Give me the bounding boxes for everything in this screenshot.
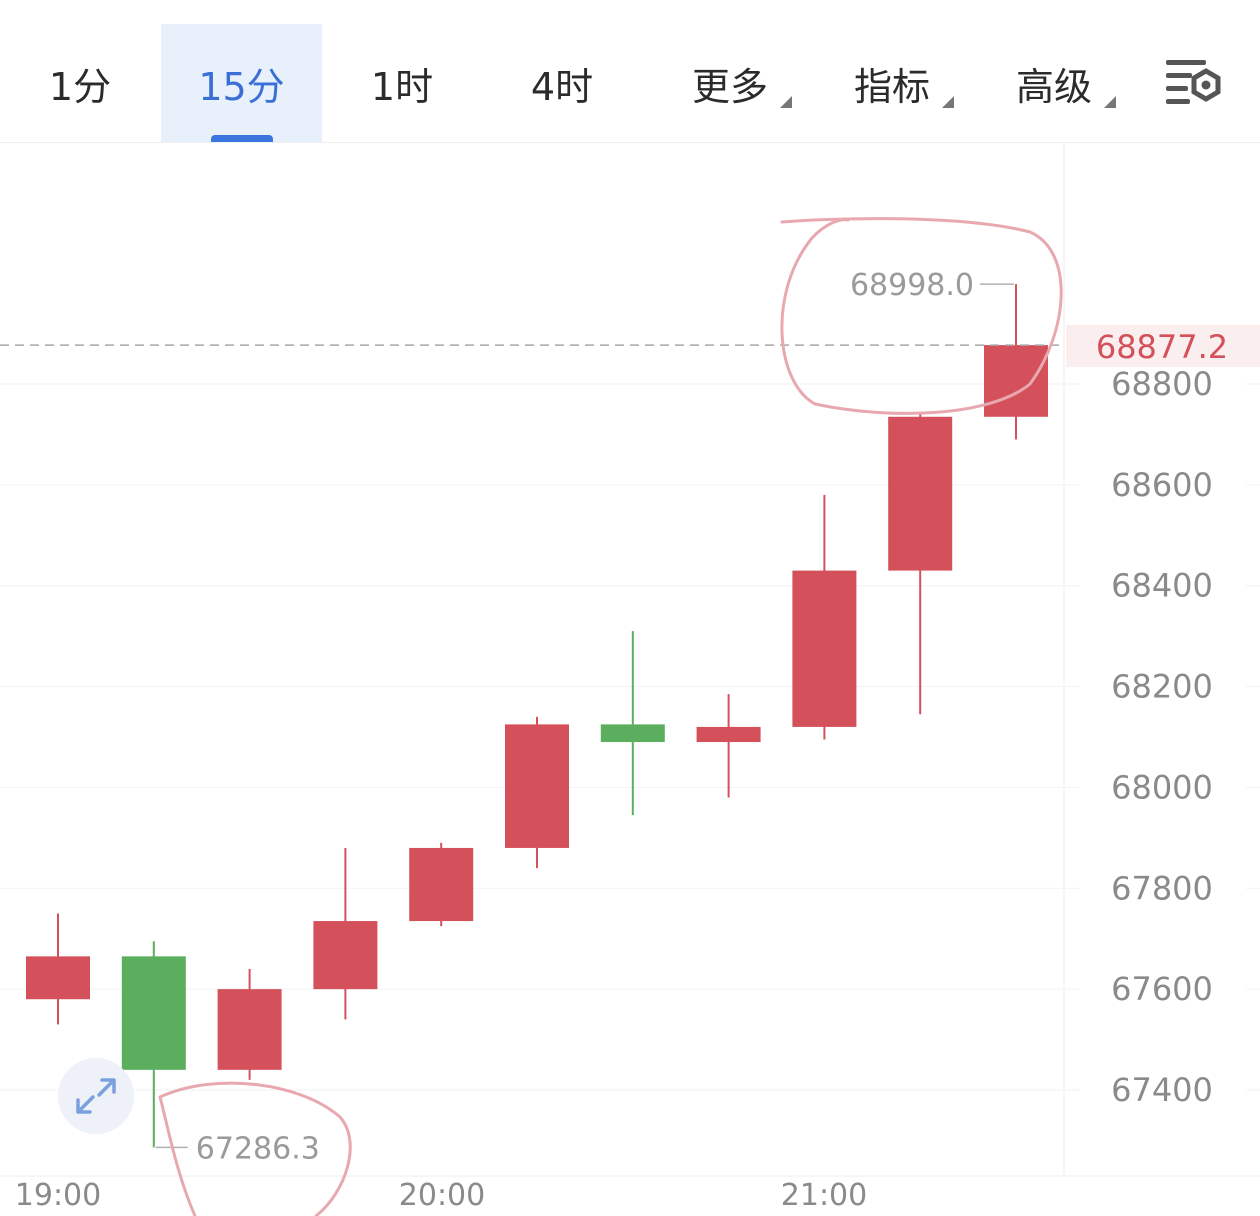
fullscreen-expand-button[interactable] — [58, 1058, 134, 1134]
tab-15min[interactable]: 15分 — [161, 24, 322, 142]
candle-body — [121, 956, 186, 1070]
current-price-label-bg — [1066, 325, 1260, 368]
y-tick-label: 68200 — [1111, 668, 1213, 706]
candle-body — [792, 570, 857, 727]
timeframe-toolbar: 1分 15分 1时 4时 更多 指标 高级 — [0, 0, 1260, 142]
tab-label: 4时 — [530, 64, 594, 109]
tab-4hour[interactable]: 4时 — [482, 24, 642, 142]
tab-label: 15分 — [198, 64, 285, 109]
tab-advanced-dropdown[interactable]: 高级 — [994, 24, 1116, 142]
annotation-circle-low — [158, 1081, 352, 1216]
candle-body — [888, 416, 953, 571]
dropdown-triangle-icon — [1104, 96, 1116, 108]
tab-more-dropdown[interactable]: 更多 — [670, 24, 792, 142]
expand-arrows-icon — [76, 1078, 116, 1114]
candlestick-chart[interactable]: 68800 68600 68400 68200 68000 67800 67600 67400… — [0, 142, 1260, 1216]
candle-body — [409, 847, 474, 922]
active-tab-indicator — [210, 135, 273, 142]
candle-body — [26, 956, 90, 1000]
dropdown-triangle-icon — [942, 96, 954, 108]
tab-indicators-dropdown[interactable]: 指标 — [832, 24, 954, 142]
tab-label: 1分 — [48, 64, 112, 109]
dropdown-triangle-icon — [780, 96, 792, 108]
tab-label: 更多 — [691, 64, 768, 109]
chart-settings-button[interactable] — [1162, 56, 1226, 112]
candle-body — [984, 345, 1048, 417]
candle-body — [313, 921, 378, 990]
x-tick-label: 20:00 — [399, 1178, 485, 1213]
annotation-circle-high — [780, 217, 1063, 415]
y-tick-label: 68000 — [1111, 768, 1213, 806]
candle-body — [600, 724, 665, 743]
y-tick-label: 68400 — [1111, 567, 1213, 605]
y-tick-label: 67800 — [1111, 869, 1213, 907]
y-tick-label: 67600 — [1111, 970, 1213, 1008]
x-tick-label: 19:00 — [15, 1178, 101, 1213]
y-tick-label: 67400 — [1111, 1071, 1213, 1109]
candle-body — [505, 724, 569, 848]
chart-settings-icon — [1166, 60, 1221, 104]
x-tick-label: 21:00 — [781, 1178, 867, 1213]
tab-label: 指标 — [853, 64, 930, 109]
y-tick-label: 68800 — [1111, 365, 1213, 403]
current-price-label: 68877.2 — [1096, 328, 1228, 366]
tab-label: 高级 — [1015, 64, 1092, 109]
candle-body — [217, 989, 282, 1070]
candle-body — [696, 726, 761, 743]
tab-1min[interactable]: 1分 — [0, 24, 160, 142]
low-price-label: 67286.3 — [196, 1131, 320, 1166]
y-tick-label: 68600 — [1111, 466, 1213, 504]
high-price-label: 68998.0 — [850, 268, 974, 303]
tab-1hour[interactable]: 1时 — [322, 24, 482, 142]
tab-label: 1时 — [370, 64, 434, 109]
